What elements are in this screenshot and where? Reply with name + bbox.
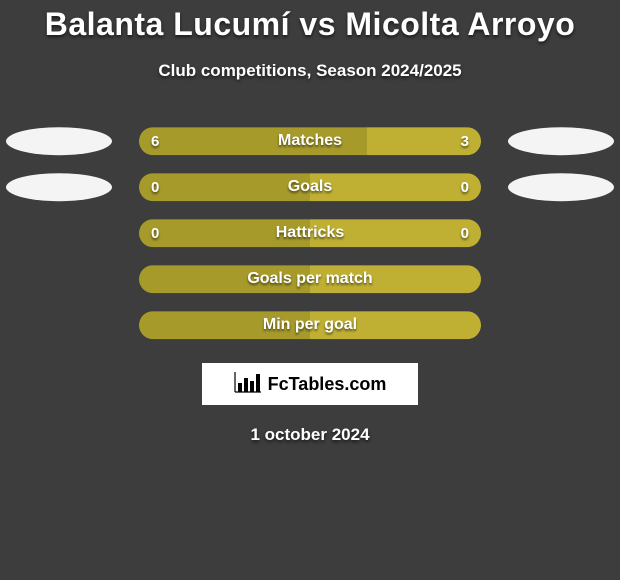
stat-rows: Matches63 Goals00 Hattricks00 Goals per mat…: [0, 121, 620, 351]
stat-row: Goals00: [0, 167, 620, 213]
stat-row: Min per goal: [0, 305, 620, 351]
stat-bar: Matches63: [139, 127, 481, 155]
comparison-infographic: Balanta Lucumí vs Micolta Arroyo Club co…: [0, 0, 620, 445]
bar-segment-right: [310, 219, 481, 247]
bar-segment-left: [139, 311, 310, 339]
bar-segment-right: [310, 265, 481, 293]
brand-text: FcTables.com: [268, 374, 387, 395]
stat-bar: Goals per match: [139, 265, 481, 293]
bar-segment-right: [310, 311, 481, 339]
player-right-marker: [508, 127, 614, 155]
bars-icon: [234, 371, 262, 398]
stat-bar: Min per goal: [139, 311, 481, 339]
subtitle: Club competitions, Season 2024/2025: [0, 61, 620, 81]
date-text: 1 october 2024: [0, 425, 620, 445]
bar-segment-left: [139, 173, 310, 201]
player-left-marker: [6, 127, 112, 155]
bar-segment-right: [367, 127, 481, 155]
stat-bar: Hattricks00: [139, 219, 481, 247]
stat-row: Goals per match: [0, 259, 620, 305]
player-left-marker: [6, 173, 112, 201]
stat-row: Matches63: [0, 121, 620, 167]
page-title: Balanta Lucumí vs Micolta Arroyo: [0, 6, 620, 43]
bar-segment-left: [139, 127, 367, 155]
brand-box: FcTables.com: [202, 363, 418, 405]
stat-row: Hattricks00: [0, 213, 620, 259]
player-right-marker: [508, 173, 614, 201]
bar-segment-left: [139, 219, 310, 247]
bar-segment-left: [139, 265, 310, 293]
bar-segment-right: [310, 173, 481, 201]
stat-bar: Goals00: [139, 173, 481, 201]
